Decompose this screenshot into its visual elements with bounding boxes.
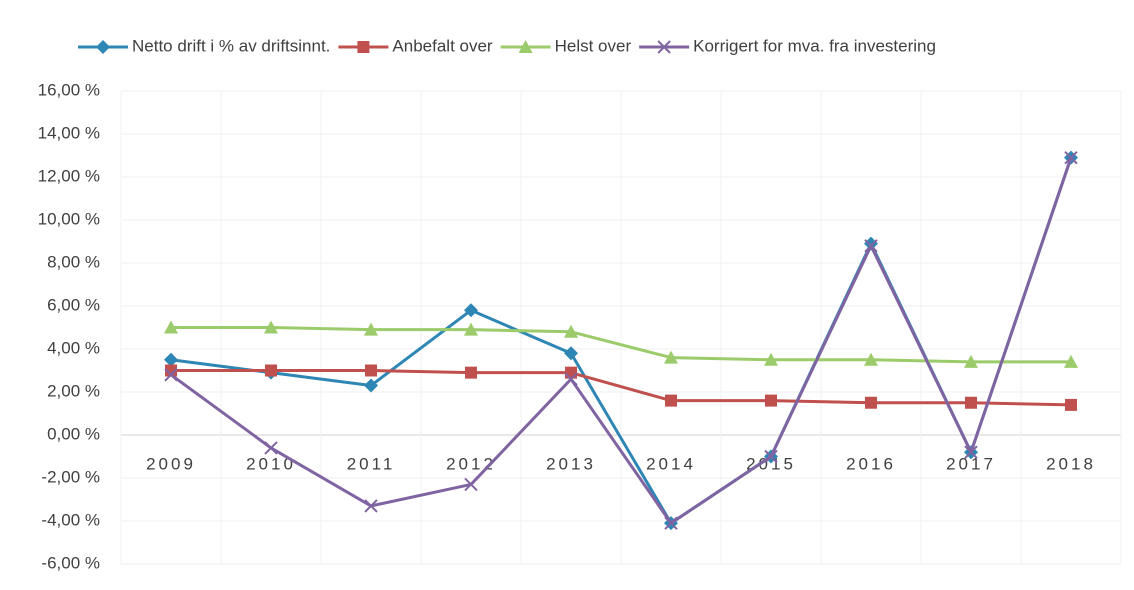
legend-label: Korrigert for mva. fra investering (693, 36, 936, 55)
x-tick-label: 2016 (846, 454, 896, 473)
marker (365, 364, 377, 377)
y-tick-label: 16,00 % (38, 80, 100, 99)
marker (765, 394, 777, 407)
y-tick-label: -2,00 % (41, 467, 100, 486)
series (164, 320, 1078, 368)
y-tick-label: 6,00 % (47, 295, 100, 314)
legend-item: Korrigert for mva. fra investering (639, 36, 936, 55)
series-line (170, 157, 1073, 525)
x-tick-label: 2009 (146, 454, 196, 473)
y-tick-label: 8,00 % (47, 252, 100, 271)
y-tick-label: 4,00 % (47, 338, 100, 357)
marker (565, 366, 577, 379)
marker (1064, 354, 1078, 368)
marker (657, 40, 671, 54)
x-tick-label: 2017 (946, 454, 996, 473)
marker (364, 378, 378, 393)
marker (764, 352, 778, 366)
y-tick-label: 10,00 % (38, 209, 100, 228)
marker (864, 352, 878, 366)
marker (764, 449, 778, 464)
marker (465, 366, 477, 379)
series-line (171, 369, 1072, 407)
marker (964, 354, 978, 368)
y-tick-label: 0,00 % (47, 424, 100, 443)
y-tick-label: 12,00 % (38, 166, 100, 185)
marker (564, 324, 578, 338)
marker (564, 372, 578, 386)
marker (518, 40, 533, 53)
marker (1064, 150, 1078, 165)
x-tick-label: 2018 (1046, 454, 1096, 473)
marker (864, 239, 878, 253)
marker (964, 445, 978, 459)
marker (164, 368, 178, 382)
marker (464, 477, 478, 492)
legend-item: Helst over (500, 36, 632, 55)
marker (165, 364, 177, 377)
legend-item: Anbefalt over (338, 36, 493, 55)
marker (164, 352, 178, 367)
marker (96, 40, 110, 54)
x-tick-label: 2014 (646, 454, 696, 473)
legend-item: Netto drift i % av driftsinnt. (78, 36, 330, 55)
marker (564, 346, 578, 361)
marker (464, 322, 478, 336)
x-tick-label: 2012 (446, 454, 496, 473)
marker (865, 396, 877, 409)
series (164, 150, 1078, 530)
marker (264, 441, 278, 455)
marker (364, 499, 378, 513)
marker (864, 236, 878, 251)
marker (464, 303, 478, 318)
series-line (171, 326, 1071, 364)
x-tick-label: 2011 (347, 454, 396, 473)
marker (164, 320, 178, 334)
y-tick-label: -4,00 % (41, 510, 100, 529)
x-tick-label: 2013 (546, 454, 596, 473)
legend-label: Netto drift i % av driftsinnt. (132, 36, 330, 55)
marker (664, 350, 678, 364)
y-tick-label: 14,00 % (38, 123, 100, 142)
marker (265, 364, 277, 377)
marker (264, 320, 278, 334)
y-tick-label: 2,00 % (47, 381, 100, 400)
legend-label: Anbefalt over (392, 36, 493, 55)
marker (364, 322, 378, 336)
legend-label: Helst over (555, 36, 632, 55)
marker (357, 41, 370, 53)
x-tick-label: 2010 (246, 454, 296, 473)
marker (1065, 398, 1077, 411)
marker (965, 396, 977, 409)
y-tick-label: -6,00 % (41, 553, 100, 572)
marker (665, 394, 677, 407)
marker (664, 516, 678, 530)
x-tick-label: 2015 (746, 454, 796, 473)
